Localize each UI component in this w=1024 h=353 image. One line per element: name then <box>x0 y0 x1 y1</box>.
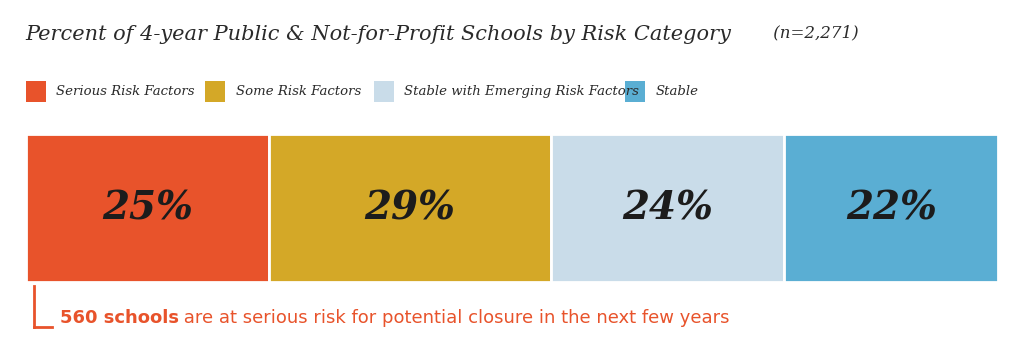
Text: Some Risk Factors: Some Risk Factors <box>236 85 360 98</box>
Text: 29%: 29% <box>365 189 456 227</box>
Bar <box>205 81 225 102</box>
Text: Serious Risk Factors: Serious Risk Factors <box>56 85 195 98</box>
Text: are at serious risk for potential closure in the next few years: are at serious risk for potential closur… <box>178 309 730 327</box>
Bar <box>26 81 46 102</box>
Text: 560 schools: 560 schools <box>60 309 179 327</box>
Text: Stable with Emerging Risk Factors: Stable with Emerging Risk Factors <box>404 85 639 98</box>
Bar <box>374 81 394 102</box>
Text: 22%: 22% <box>846 189 937 227</box>
Bar <box>551 134 784 282</box>
Text: Percent of 4-year Public & Not-for-Profit Schools by Risk Category: Percent of 4-year Public & Not-for-Profi… <box>26 25 731 44</box>
Text: Stable: Stable <box>655 85 698 98</box>
Bar <box>784 134 998 282</box>
Text: (n=2,271): (n=2,271) <box>768 25 859 42</box>
Bar <box>268 134 551 282</box>
Text: 25%: 25% <box>101 189 193 227</box>
Text: 24%: 24% <box>623 189 713 227</box>
Bar <box>625 81 645 102</box>
Bar <box>26 134 268 282</box>
